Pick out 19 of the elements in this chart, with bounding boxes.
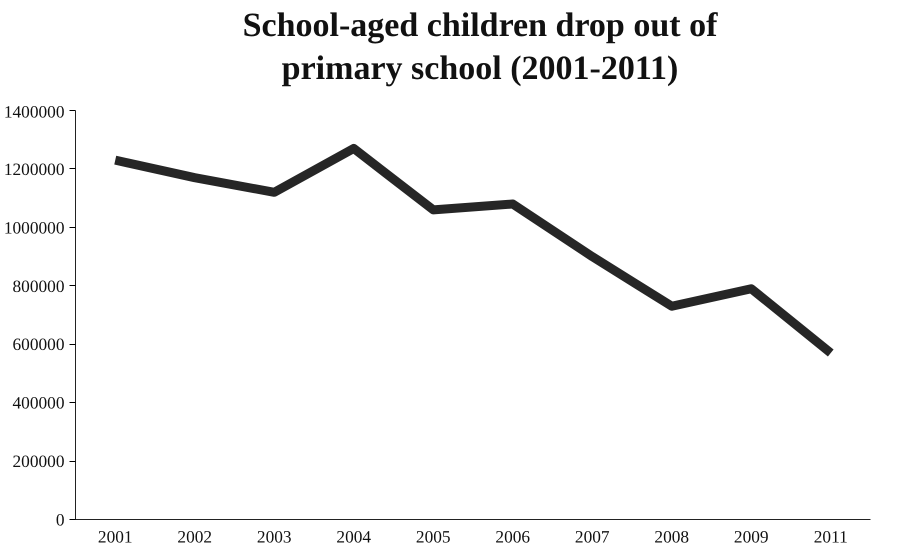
x-tick-label: 2008 bbox=[654, 528, 690, 546]
chart-title: School-aged children drop out of primary school (2001-2011) bbox=[242, 6, 719, 88]
x-tick-label: 2004 bbox=[336, 528, 372, 546]
x-tick-label: 2003 bbox=[256, 528, 292, 546]
x-tick-label: 2002 bbox=[177, 528, 212, 546]
y-tick-label: 1200000 bbox=[4, 160, 65, 179]
x-tick-label: 2011 bbox=[814, 528, 848, 546]
y-tick-label: 600000 bbox=[12, 335, 64, 354]
x-tick-label: 2006 bbox=[495, 528, 530, 546]
x-tick-label: 2007 bbox=[574, 528, 610, 546]
y-tick-label: 400000 bbox=[12, 394, 64, 413]
y-tick-label: 1400000 bbox=[4, 102, 65, 122]
y-tick-label: 0 bbox=[56, 510, 65, 530]
y-tick-label: 200000 bbox=[12, 452, 64, 472]
y-tick-label: 800000 bbox=[12, 276, 64, 296]
y-tick-label: 1000000 bbox=[4, 218, 65, 238]
x-tick-label: 2005 bbox=[416, 528, 451, 546]
x-tick-label: 2001 bbox=[98, 528, 133, 546]
x-tick-label: 2009 bbox=[734, 528, 769, 546]
